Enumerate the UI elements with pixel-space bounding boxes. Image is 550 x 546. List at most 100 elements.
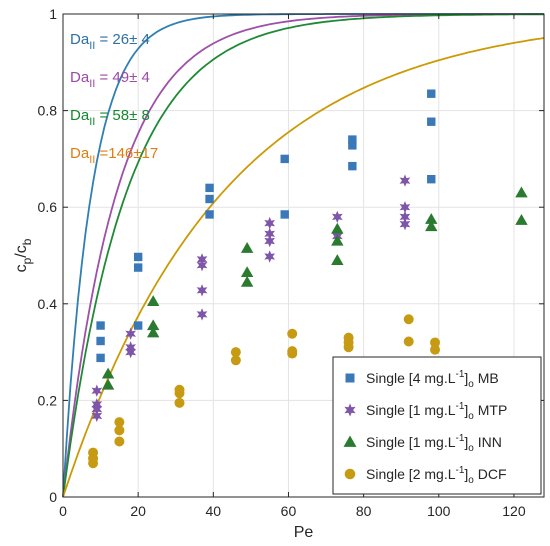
x-axis-label: Pe: [294, 524, 314, 541]
point-triangle: [515, 186, 528, 198]
legend-box: [332, 356, 542, 495]
point-square: [348, 135, 357, 144]
point-circle: [174, 397, 185, 408]
point-triangle: [240, 242, 254, 253]
point-triangle: [240, 275, 254, 287]
x-tick-label: 0: [59, 503, 67, 519]
legend: Single [4 mg.L-1]o MB Single [1 mg.L-1]o …: [332, 356, 542, 495]
x-tick-label: 20: [130, 503, 146, 519]
point-star: [264, 234, 275, 248]
x-tick-label: 120: [502, 503, 526, 519]
legend-marker-star: [344, 403, 356, 417]
fit-curve: [62, 13, 544, 498]
point-triangle: [146, 319, 160, 331]
x-tick-label: 80: [356, 503, 372, 519]
legend-marker-circle: [344, 468, 356, 480]
point-square: [96, 336, 105, 346]
legend-entry: Single [4 mg.L-1]o MB: [366, 369, 499, 390]
legend-entry: Single [1 mg.L-1]o INN: [366, 433, 502, 454]
fit-curve: [62, 37, 545, 498]
point-circle: [430, 337, 441, 348]
annotation-da: DaII = 26± 4: [70, 31, 150, 52]
point-circle: [230, 355, 241, 366]
point-star: [399, 201, 411, 214]
point-triangle: [146, 326, 160, 338]
point-star: [399, 210, 411, 224]
point-star: [264, 216, 275, 230]
y-tick-label: 0: [49, 489, 57, 505]
x-tick-label: 40: [206, 503, 222, 519]
point-square: [348, 141, 357, 150]
legend-entry: Single [2 mg.L-1]o DCF: [366, 465, 507, 486]
point-star: [91, 409, 103, 423]
y-tick-label: 0.6: [38, 199, 58, 215]
point-circle: [114, 436, 125, 447]
point-triangle: [425, 213, 438, 224]
point-circle: [287, 348, 298, 359]
point-star: [91, 402, 103, 416]
point-triangle: [101, 367, 115, 379]
point-square: [427, 117, 436, 126]
point-triangle: [101, 378, 115, 390]
data-points: [88, 89, 528, 469]
point-square: [133, 263, 143, 272]
point-circle: [430, 344, 441, 355]
plot-frame: [62, 13, 545, 498]
damkohler-annotations: DaII = 26± 4 DaII = 49± 4 DaII = 58± 8 DaII…: [70, 31, 158, 166]
point-circle: [114, 417, 125, 428]
point-star: [125, 327, 136, 340]
point-circle: [88, 458, 99, 469]
point-triangle: [515, 214, 528, 225]
y-tick-label: 0.2: [38, 392, 58, 408]
point-star: [399, 217, 411, 231]
point-square: [133, 252, 143, 262]
point-circle: [230, 347, 241, 358]
point-circle: [403, 336, 414, 347]
point-square: [427, 89, 436, 98]
point-star: [399, 174, 411, 187]
y-axis-label: cp/cb: [13, 238, 34, 272]
point-circle: [287, 328, 298, 339]
point-star: [196, 259, 208, 272]
x-tick-label: 100: [427, 503, 451, 519]
point-star: [196, 284, 208, 297]
point-triangle: [425, 220, 438, 232]
point-square: [280, 210, 289, 219]
point-circle: [343, 342, 354, 353]
x-tick-label: 60: [281, 503, 297, 519]
point-star: [91, 384, 103, 397]
y-tick-label: 0.4: [38, 296, 58, 312]
point-square: [280, 154, 289, 164]
point-square: [205, 194, 214, 204]
point-circle: [114, 425, 125, 436]
point-circle: [403, 314, 414, 325]
point-square: [348, 161, 357, 171]
annotation-da: DaII =146±17: [70, 145, 158, 166]
point-circle: [174, 388, 185, 399]
legend-marker-square: [345, 373, 355, 383]
point-square: [205, 183, 214, 193]
point-triangle: [146, 295, 160, 307]
point-star: [332, 210, 343, 224]
point-square: [427, 174, 436, 184]
point-triangle: [240, 266, 254, 278]
axis-ticks: 0 20 40 60 80 100 120 0 0.2 0.4 0.6 0.8 1: [38, 6, 544, 519]
point-square: [133, 321, 143, 330]
point-star: [196, 308, 208, 321]
legend-entry: Single [1 mg.L-1]o MTP: [366, 401, 507, 422]
point-square: [205, 210, 214, 219]
point-triangle: [331, 254, 344, 265]
y-tick-label: 1: [49, 6, 57, 22]
y-tick-label: 0.8: [38, 103, 58, 119]
point-square: [96, 321, 105, 330]
legend-marker-triangle: [343, 435, 357, 447]
point-triangle: [331, 234, 344, 246]
annotation-da: DaII = 49± 4: [70, 69, 150, 90]
point-star: [264, 250, 275, 263]
annotation-da: DaII = 58± 8: [70, 107, 150, 128]
point-triangle: [331, 222, 344, 234]
point-star: [264, 227, 275, 240]
point-square: [96, 353, 105, 363]
point-star: [125, 345, 136, 359]
